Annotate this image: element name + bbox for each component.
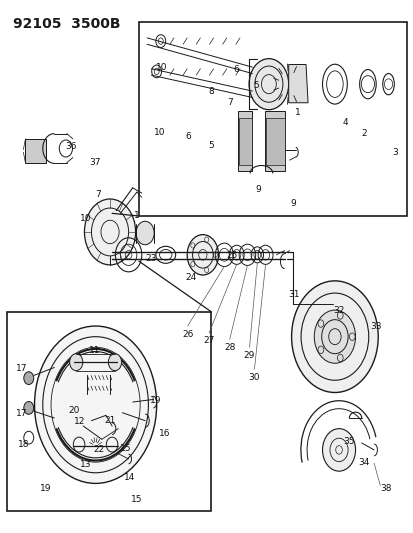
Text: 36: 36: [65, 142, 76, 151]
Polygon shape: [288, 64, 307, 103]
Circle shape: [313, 310, 355, 364]
Text: 37: 37: [89, 158, 100, 167]
Text: 6: 6: [185, 132, 191, 141]
Circle shape: [317, 320, 323, 327]
Text: 5: 5: [253, 81, 259, 90]
Text: 1: 1: [134, 212, 140, 221]
Polygon shape: [264, 111, 285, 171]
Text: 10: 10: [79, 214, 91, 223]
Circle shape: [349, 333, 354, 341]
Text: 5: 5: [208, 141, 214, 150]
Text: 7: 7: [226, 98, 232, 107]
Circle shape: [187, 235, 218, 275]
Text: 20: 20: [68, 406, 80, 415]
Text: 26: 26: [181, 329, 193, 338]
Text: 9: 9: [290, 199, 296, 208]
Bar: [7, 312, 211, 511]
Text: 15: 15: [131, 495, 142, 504]
Text: 14: 14: [124, 473, 135, 482]
Text: 32: 32: [332, 305, 344, 314]
Text: 1: 1: [294, 108, 300, 117]
Circle shape: [69, 354, 83, 370]
Text: 27: 27: [203, 336, 214, 345]
Text: 25: 25: [225, 252, 237, 260]
Text: 30: 30: [248, 373, 260, 382]
Text: 4: 4: [342, 118, 347, 127]
Text: 17: 17: [16, 409, 27, 418]
Text: 8: 8: [208, 86, 214, 95]
Text: 34: 34: [357, 458, 368, 466]
Text: 19: 19: [150, 396, 161, 405]
Text: 13: 13: [79, 461, 91, 469]
Circle shape: [34, 326, 156, 483]
Text: 16: 16: [159, 430, 170, 439]
Circle shape: [249, 59, 288, 110]
Text: 28: 28: [223, 343, 235, 352]
Text: 2: 2: [360, 129, 366, 138]
Text: 17: 17: [16, 364, 27, 373]
Text: 35: 35: [343, 438, 354, 447]
Text: 38: 38: [380, 484, 391, 493]
Text: 92105  3500B: 92105 3500B: [13, 17, 120, 30]
Circle shape: [136, 221, 154, 245]
Text: 21: 21: [104, 416, 116, 425]
Text: 3: 3: [391, 148, 396, 157]
Circle shape: [24, 401, 33, 414]
Circle shape: [322, 429, 355, 471]
Text: 10: 10: [155, 63, 167, 71]
Text: 10: 10: [153, 128, 165, 137]
Text: 18: 18: [18, 440, 29, 449]
Polygon shape: [237, 111, 252, 171]
Polygon shape: [265, 118, 284, 165]
Polygon shape: [238, 118, 251, 165]
Text: 29: 29: [243, 351, 254, 360]
Text: 19: 19: [40, 484, 52, 493]
Circle shape: [108, 354, 121, 370]
Text: 22: 22: [93, 446, 104, 455]
Text: 6: 6: [233, 66, 238, 74]
Bar: [139, 22, 406, 216]
Text: 9: 9: [255, 185, 261, 194]
Text: 24: 24: [185, 273, 197, 281]
Polygon shape: [25, 139, 46, 163]
Circle shape: [317, 346, 323, 353]
Text: 12: 12: [74, 417, 85, 426]
Text: 31: 31: [287, 289, 299, 298]
Text: 7: 7: [95, 190, 100, 199]
Text: 11: 11: [89, 346, 100, 355]
Text: 33: 33: [370, 321, 381, 330]
Text: 15: 15: [119, 444, 131, 453]
Circle shape: [337, 312, 342, 319]
Circle shape: [291, 281, 377, 392]
Text: 23: 23: [145, 254, 157, 263]
Circle shape: [24, 372, 33, 384]
Circle shape: [337, 354, 342, 361]
Circle shape: [84, 199, 135, 265]
